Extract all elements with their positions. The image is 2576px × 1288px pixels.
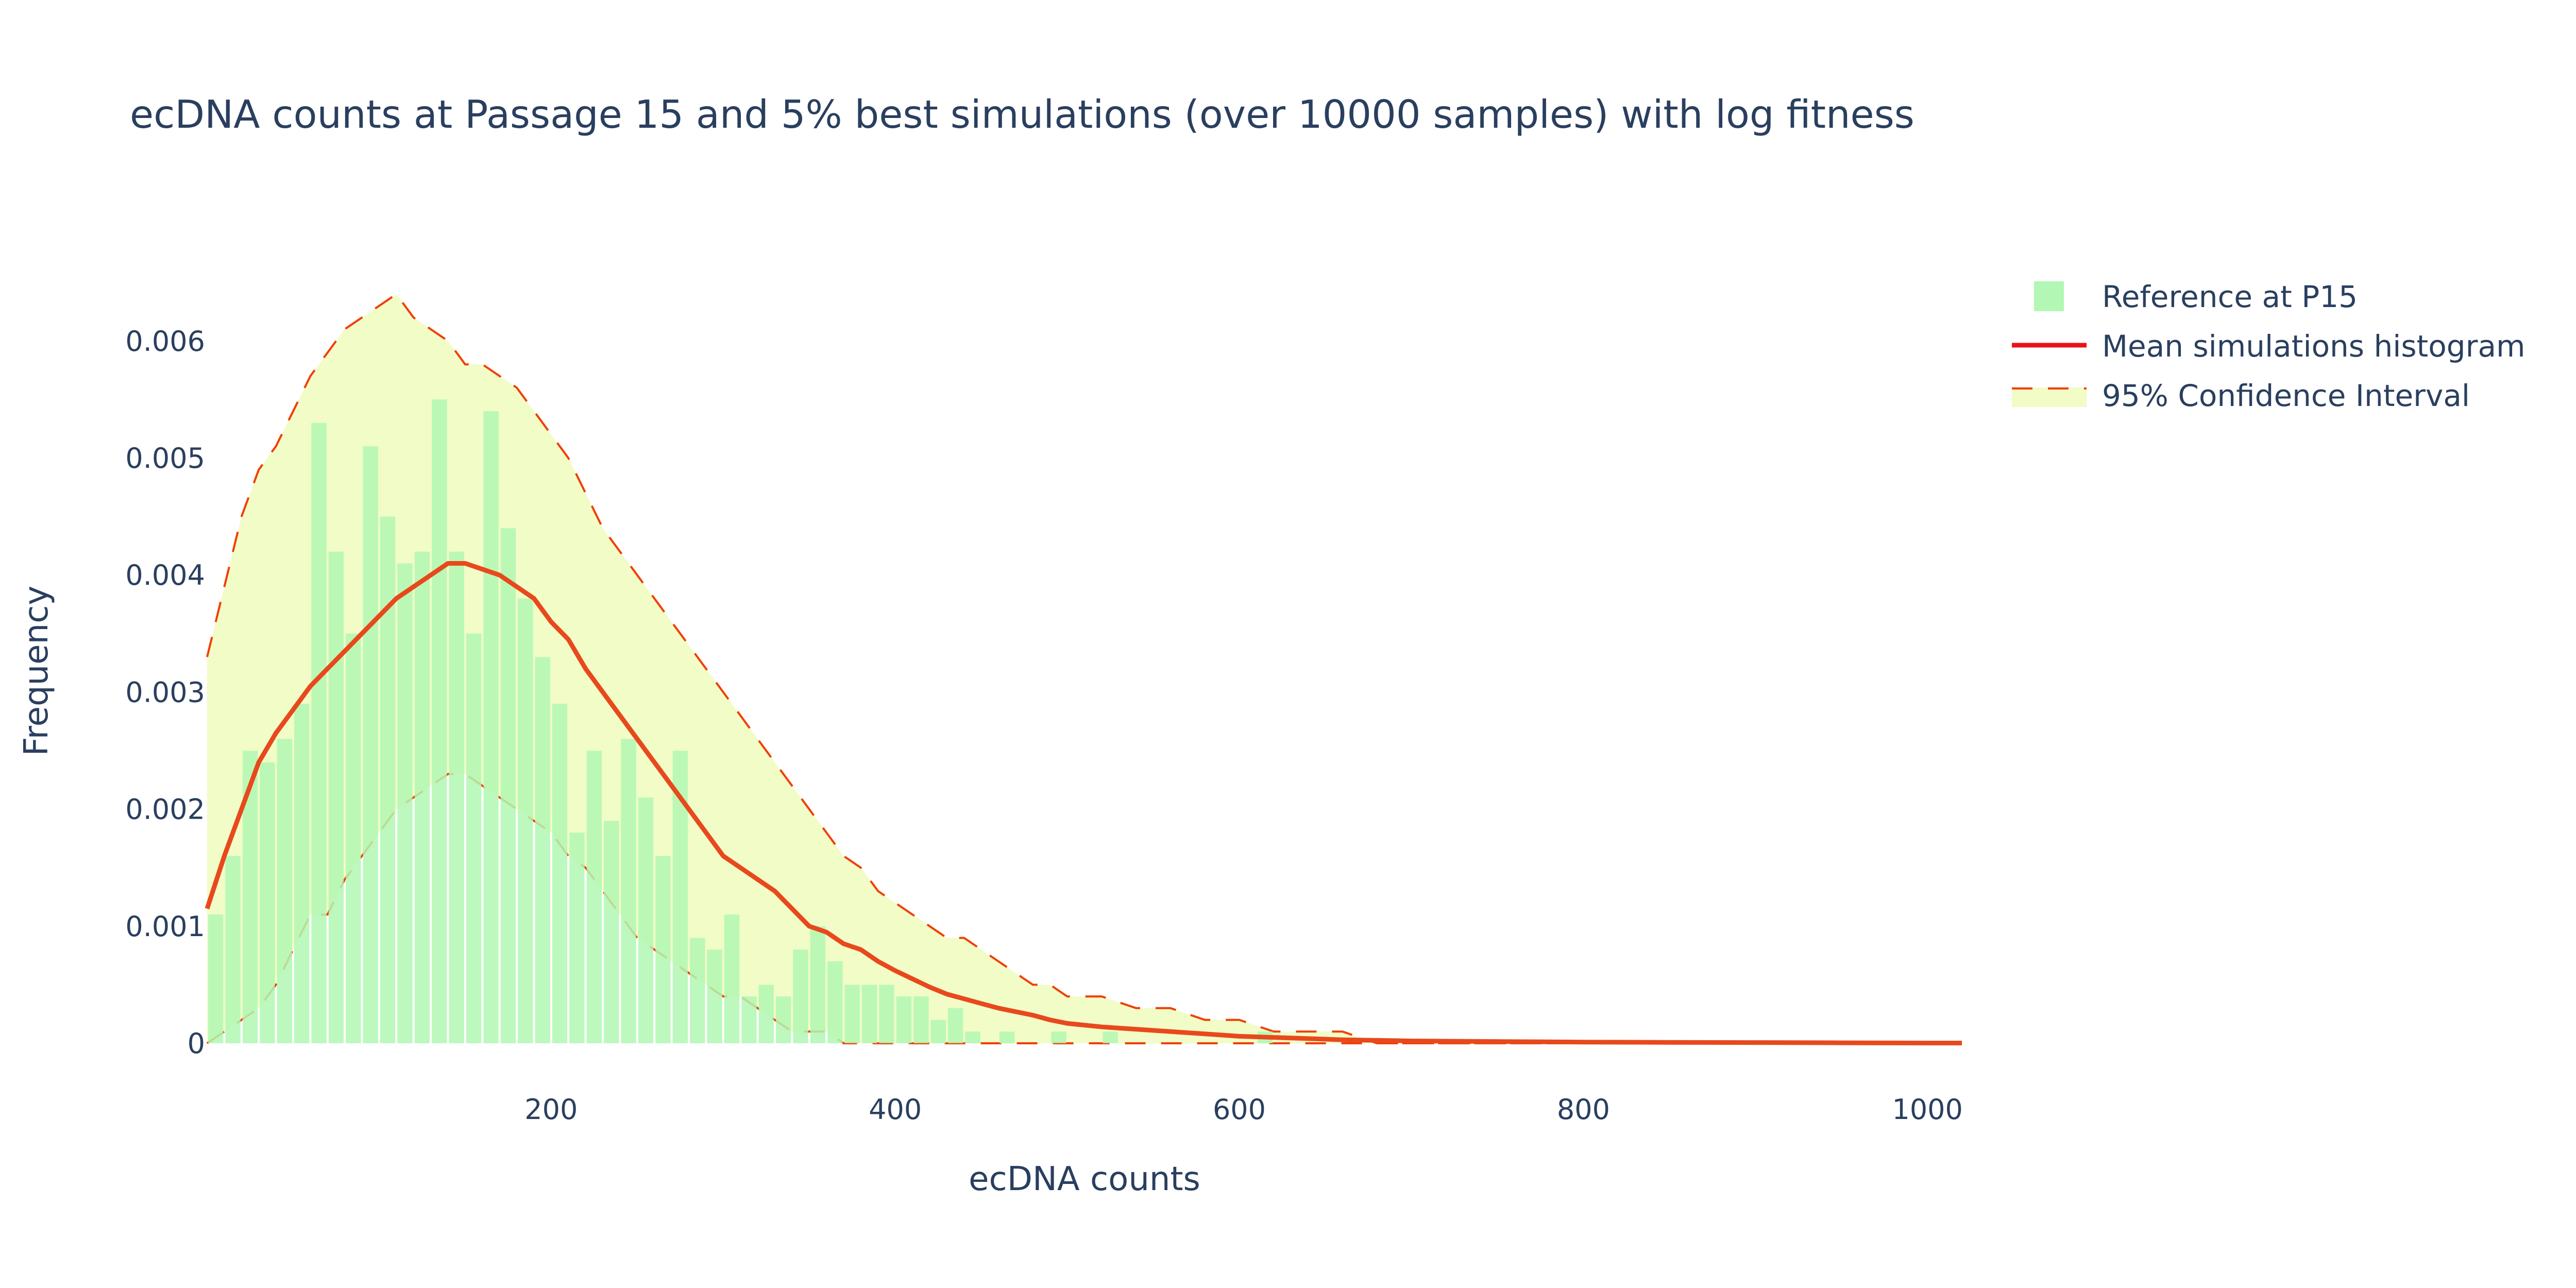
reference-bar[interactable] [346,633,361,1043]
reference-bar[interactable] [466,633,482,1043]
x-axis-title: ecDNA counts [969,1160,1200,1198]
confidence-upper-line[interactable] [206,293,1962,1044]
reference-bar[interactable] [861,985,877,1043]
reference-bar[interactable] [225,856,241,1044]
reference-bar[interactable] [896,996,912,1043]
x-tick-label: 800 [1557,1093,1610,1126]
y-tick-label: 0.005 [125,442,205,474]
legend-label-reference: Reference at P15 [2102,279,2358,314]
reference-bar[interactable] [690,938,705,1044]
reference-bar[interactable] [535,657,550,1043]
y-tick-label: 0.002 [125,793,205,826]
reference-bar[interactable] [1051,1031,1066,1043]
reference-bar[interactable] [844,985,860,1043]
chart-title: ecDNA counts at Passage 15 and 5% best s… [130,92,1914,137]
reference-bar[interactable] [913,996,929,1043]
reference-bar[interactable] [793,950,808,1043]
reference-bar[interactable] [775,996,791,1043]
y-tick-label: 0.006 [125,325,205,358]
reference-bar[interactable] [380,516,396,1043]
reference-bar[interactable] [1103,1031,1118,1043]
reference-bar[interactable] [328,551,344,1043]
reference-bar[interactable] [810,926,826,1043]
reference-bar[interactable] [569,833,585,1043]
reference-bar[interactable] [432,399,447,1043]
reference-bar[interactable] [707,950,722,1043]
reference-bar[interactable] [552,704,568,1043]
reference-bar[interactable] [311,422,327,1043]
reference-bar[interactable] [500,528,516,1043]
legend-swatch-reference [2034,281,2064,311]
legend-item-reference[interactable]: Reference at P15 [2034,279,2358,314]
reference-bar[interactable] [758,985,774,1043]
reference-bar[interactable] [449,551,464,1043]
reference-bar[interactable] [724,914,740,1043]
y-tick-label: 0.001 [125,910,205,943]
reference-bar[interactable] [208,914,224,1043]
reference-bar[interactable] [518,598,533,1043]
reference-bar[interactable] [483,411,499,1043]
x-axis-ticks: 200 400 600 800 1000 [524,1093,1963,1126]
y-axis-ticks: 0 0.001 0.002 0.003 0.004 0.005 0.006 [125,325,205,1060]
reference-bar[interactable] [965,1031,980,1043]
reference-bar[interactable] [260,762,275,1043]
mean-line-layer [205,561,1962,1045]
reference-bar[interactable] [604,821,619,1043]
legend-item-confidence[interactable]: 95% Confidence Interval [2012,378,2470,413]
reference-bar[interactable] [947,1008,963,1043]
legend-label-confidence: 95% Confidence Interval [2102,378,2470,413]
reference-bar[interactable] [621,739,636,1043]
legend-swatch-confidence-fill [2012,387,2087,407]
reference-bar[interactable] [363,446,378,1044]
reference-bar[interactable] [586,751,602,1043]
x-tick-label: 1000 [1892,1093,1962,1126]
reference-bar[interactable] [294,704,310,1043]
x-tick-label: 600 [1213,1093,1266,1126]
reference-bar[interactable] [741,996,757,1043]
reference-bar[interactable] [930,1020,946,1043]
reference-bar[interactable] [827,961,843,1043]
reference-bar[interactable] [397,563,413,1044]
reference-bar[interactable] [638,797,654,1043]
reference-bar[interactable] [414,551,430,1043]
reference-bar[interactable] [879,985,894,1043]
x-tick-label: 400 [869,1093,922,1126]
y-tick-label: 0.004 [125,559,205,591]
legend[interactable]: Reference at P15 Mean simulations histog… [2012,279,2526,413]
x-tick-label: 200 [524,1093,578,1126]
reference-bar[interactable] [277,739,292,1043]
y-axis-title: Frequency [18,586,56,756]
reference-bar[interactable] [999,1031,1015,1043]
plot-area [205,293,1962,1045]
y-tick-label: 0.003 [125,676,205,708]
legend-item-mean[interactable]: Mean simulations histogram [2012,329,2526,364]
reference-bar[interactable] [655,856,671,1044]
y-tick-label: 0 [188,1027,205,1060]
reference-bars-layer [208,399,1273,1044]
mean-simulations-line[interactable] [205,561,1962,1045]
legend-label-mean: Mean simulations histogram [2102,329,2526,364]
